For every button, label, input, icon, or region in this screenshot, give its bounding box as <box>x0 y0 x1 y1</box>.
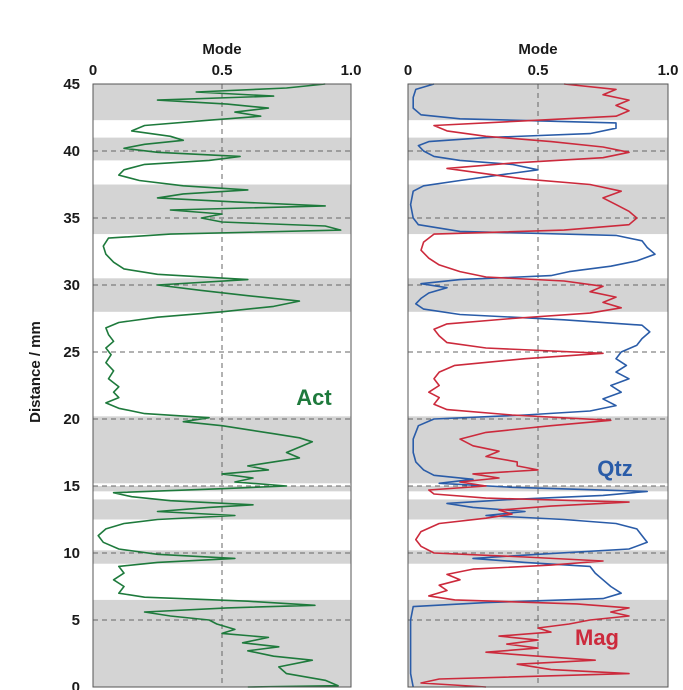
series-line-act <box>97 83 342 688</box>
y-tick-label: 5 <box>72 612 80 629</box>
y-tick-label: 10 <box>63 545 80 562</box>
x-tick-label: 0 <box>404 62 412 79</box>
y-tick-label: 15 <box>63 478 80 495</box>
series-line-qtz <box>409 83 656 688</box>
qtz-mag-panel: 0 0.5 1.0 Mode Qtz Mag <box>404 41 679 688</box>
x-tick-label: 0.5 <box>528 62 549 79</box>
series-label-mag: Mag <box>575 625 619 650</box>
y-tick-label: 40 <box>63 143 80 160</box>
plot-frame <box>92 83 352 688</box>
y-tick-labels: 0 5 10 15 20 25 30 35 40 45 <box>63 76 80 690</box>
x-axis-title: Mode <box>518 41 557 58</box>
y-tick-label: 20 <box>63 411 80 428</box>
series-label-act: Act <box>296 385 332 410</box>
act-panel: 0 0.5 1.0 0 5 10 15 20 25 30 35 40 45 Mode Act <box>63 41 361 690</box>
x-tick-labels: 0 0.5 1.0 <box>404 62 679 79</box>
y-tick-label: 25 <box>63 344 80 361</box>
x-tick-label: 1.0 <box>341 62 362 79</box>
y-tick-label: 35 <box>63 210 80 227</box>
x-tick-label: 0.5 <box>212 62 233 79</box>
series-group <box>97 83 342 688</box>
x-axis-title: Mode <box>202 41 241 58</box>
y-tick-label: 45 <box>63 76 80 93</box>
grid-lines <box>408 84 668 687</box>
grid-lines <box>93 84 351 687</box>
x-tick-label: 1.0 <box>658 62 679 79</box>
y-axis-title: Distance / mm <box>27 321 44 423</box>
y-tick-label: 0 <box>72 679 80 690</box>
x-tick-labels: 0 0.5 1.0 <box>89 62 362 79</box>
series-line-mag <box>415 83 638 688</box>
plot-frame <box>407 83 669 688</box>
series-label-qtz: Qtz <box>597 456 632 481</box>
series-group <box>409 83 656 688</box>
y-tick-label: 30 <box>63 277 80 294</box>
x-tick-label: 0 <box>89 62 97 79</box>
shaded-band <box>408 184 668 235</box>
